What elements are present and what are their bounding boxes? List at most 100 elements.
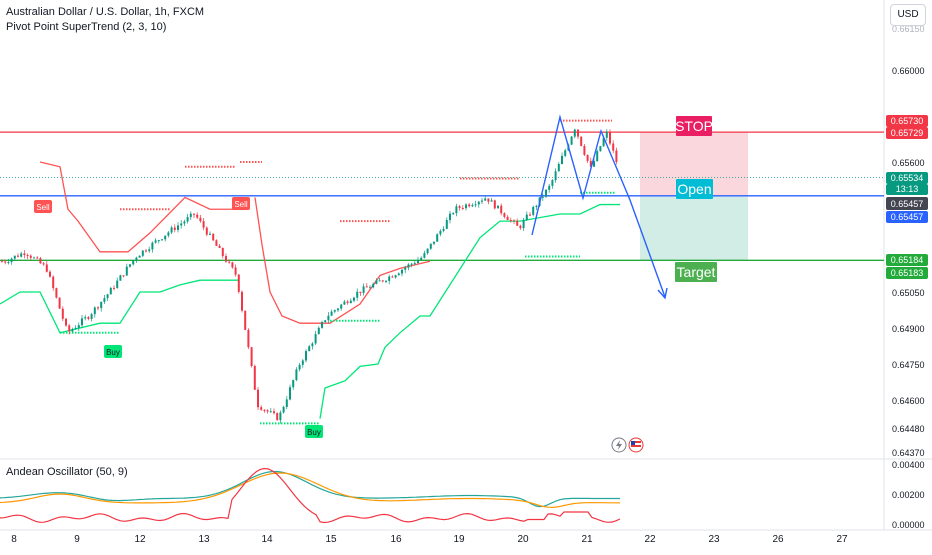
- time-tick-label: 26: [772, 534, 784, 545]
- time-tick-label: 20: [517, 534, 529, 545]
- candle-body: [100, 301, 103, 309]
- candle-body: [292, 380, 295, 388]
- sell-tag-text: Sell: [36, 203, 50, 212]
- candle-body: [81, 318, 83, 326]
- candle-body: [177, 225, 179, 230]
- target-price-badge: 0.65184: [886, 254, 928, 266]
- candle-body: [602, 137, 605, 147]
- candle-body: [23, 253, 26, 255]
- candle-body: [407, 264, 410, 268]
- candle-body: [586, 154, 589, 161]
- price-tick-label: 0.64900: [892, 324, 925, 334]
- candle-body: [167, 232, 170, 236]
- current-price-badge-bg: [886, 172, 928, 184]
- candle-body: [561, 155, 563, 165]
- candle-body: [90, 314, 93, 319]
- candle-body: [116, 280, 119, 288]
- candle-body: [564, 150, 567, 156]
- candle-body: [10, 258, 13, 263]
- candle-body: [87, 317, 90, 319]
- candle-body: [545, 189, 547, 197]
- candle-body: [375, 280, 378, 284]
- candle-body: [509, 220, 512, 222]
- candle-body: [273, 411, 275, 414]
- price-tick-label: 0.64750: [892, 360, 925, 370]
- candle-body: [413, 263, 416, 265]
- candle-body: [157, 240, 160, 242]
- time-tick-label: 14: [261, 534, 273, 545]
- price-tick-label: 0.64370: [892, 448, 925, 458]
- supertrend-down-line: [254, 197, 431, 324]
- candle-body: [148, 249, 151, 252]
- candle-body: [423, 253, 426, 258]
- pattern-drawing: [531, 114, 666, 298]
- candle-body: [372, 283, 375, 288]
- oscillator-bull-line: [0, 470, 620, 508]
- candle-body: [17, 255, 19, 257]
- stop-label: STOP: [675, 116, 713, 136]
- candle-body: [45, 264, 48, 272]
- candle-body: [52, 276, 55, 289]
- candle-body: [170, 227, 173, 233]
- candle-body: [113, 287, 115, 289]
- price-tick-label: 0.65050: [892, 288, 925, 298]
- candle-body: [365, 286, 368, 288]
- candle-body: [93, 307, 96, 315]
- candle-body: [205, 227, 208, 235]
- candle-body: [471, 205, 474, 207]
- candle-body: [535, 205, 538, 207]
- candle-body: [417, 259, 419, 264]
- osc-tick-label: 0.00400: [892, 460, 925, 470]
- candle-body: [282, 406, 285, 413]
- candle-body: [433, 241, 435, 244]
- osc-tick-label: 0.00200: [892, 490, 925, 500]
- price-tick-label: 0.65600: [892, 158, 925, 168]
- candle-body: [420, 257, 423, 260]
- candle-body: [138, 255, 141, 258]
- candle-body: [612, 143, 615, 151]
- candle-body: [570, 136, 573, 145]
- candle-body: [474, 204, 477, 206]
- open-price-badge-text: 0.65457: [891, 212, 924, 222]
- symbol-title[interactable]: Australian Dollar / U.S. Dollar, 1h, FXC…: [6, 6, 205, 18]
- candle-body: [436, 234, 439, 242]
- candle-body: [378, 280, 381, 282]
- candle-body: [289, 387, 291, 400]
- target-price-badge: 0.65183: [886, 267, 928, 279]
- candle-body: [202, 221, 205, 228]
- candle-body: [343, 301, 346, 305]
- candle-body: [55, 288, 58, 298]
- candle-body: [506, 216, 509, 221]
- candle-body: [314, 334, 317, 344]
- us-flag-icon-stripe: [631, 441, 641, 443]
- candle-body: [1, 261, 3, 263]
- candle-body: [145, 250, 147, 252]
- buy-tag-text: Buy: [307, 428, 321, 437]
- candle-body: [487, 198, 490, 202]
- candle-body: [497, 205, 499, 209]
- buy-tag-bg: [104, 345, 122, 358]
- candle-body: [477, 201, 480, 205]
- price-tick-label: 0.64600: [892, 396, 925, 406]
- indicator-legend[interactable]: Pivot Point SuperTrend (2, 3, 10): [6, 21, 167, 33]
- oscillator-legend[interactable]: Andean Oscillator (50, 9): [6, 466, 128, 478]
- candle-body: [247, 329, 250, 348]
- time-tick-label: 27: [836, 534, 848, 545]
- currency-button[interactable]: USD: [890, 4, 926, 26]
- candle-body: [13, 255, 16, 259]
- lightning-icon-glyph: [616, 440, 622, 450]
- candle-body: [596, 151, 599, 162]
- candle-body: [234, 267, 237, 275]
- target-label-text: Target: [677, 264, 716, 280]
- candle-body: [551, 180, 554, 186]
- candle-body: [516, 221, 519, 226]
- candle-body: [276, 413, 279, 421]
- candle-body: [557, 164, 560, 172]
- candle-body: [340, 304, 343, 309]
- target-price-badge-bg: [886, 254, 928, 266]
- candle-body: [605, 131, 608, 138]
- candle-body: [298, 364, 301, 370]
- candle-body: [577, 129, 579, 137]
